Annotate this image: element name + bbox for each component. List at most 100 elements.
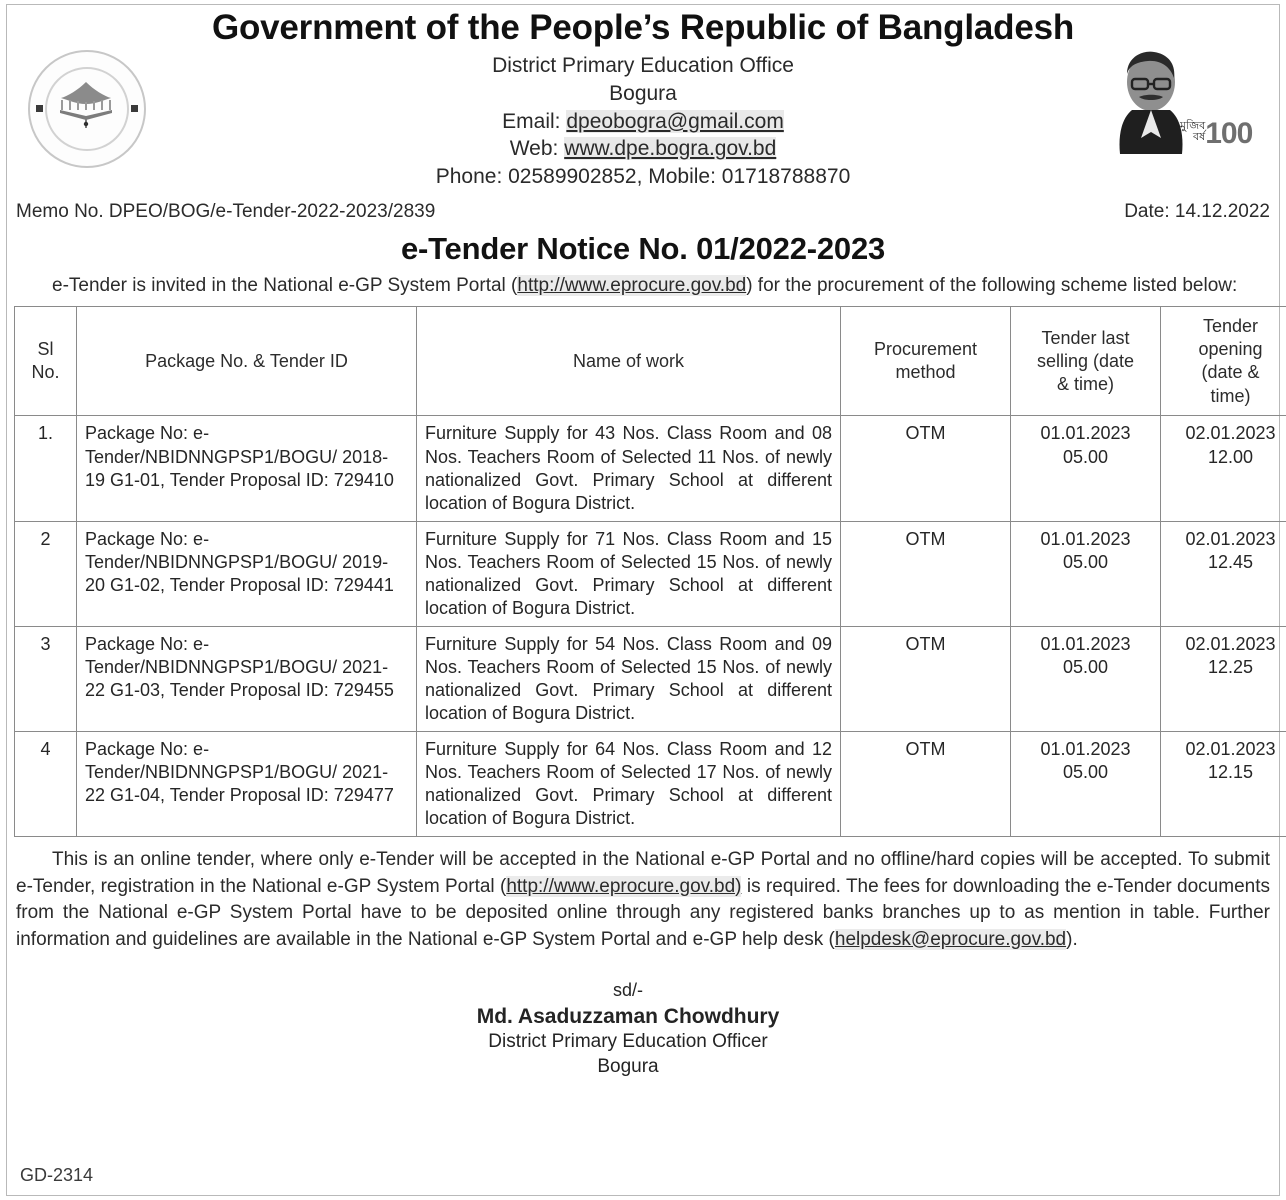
web-value[interactable]: www.dpe.bogra.gov.bd	[564, 137, 777, 161]
cell-method: OTM	[840, 730, 1011, 837]
cell-package: Package No: e-Tender/NBIDNNGPSP1/BOGU/ 2…	[76, 520, 417, 627]
col-header-method-line2: method	[895, 362, 956, 383]
cell-opening-time: 12.25	[1207, 656, 1254, 677]
cell-selling-time: 05.00	[1062, 446, 1109, 467]
cell-opening-time: 12.15	[1207, 761, 1254, 782]
cell-work: Furniture Supply for 64 Nos. Class Room …	[416, 730, 841, 837]
col-header-opening-line4: time)	[1210, 385, 1251, 406]
web-label: Web:	[509, 137, 559, 161]
col-header-opening-line1: Tender	[1202, 316, 1259, 337]
cell-opening: 02.01.2023 12.45	[1160, 520, 1286, 627]
cell-sl: 3	[14, 625, 77, 732]
gd-number: GD-2314	[20, 1165, 94, 1185]
col-header-method: Procurement method	[840, 306, 1011, 417]
cell-sl: 1.	[14, 415, 77, 522]
document-header: মুজিব বর্ষ 100 Government of the People’…	[14, 0, 1272, 191]
col-header-selling: Tender last selling (date & time)	[1010, 306, 1161, 417]
notice-title: e-Tender Notice No. 01/2022-2023	[400, 230, 886, 266]
cell-work: Furniture Supply for 43 Nos. Class Room …	[416, 415, 841, 522]
cell-selling-date: 01.01.2023	[1040, 633, 1131, 654]
memo-date: Date: 14.12.2022	[1124, 200, 1270, 222]
col-header-opening-line3: (date &	[1201, 362, 1260, 383]
col-header-package: Package No. & Tender ID	[76, 306, 417, 417]
col-header-selling-line3: & time)	[1056, 374, 1114, 394]
signature-block: sd/- Md. Asaduzzaman Chowdhury District …	[14, 979, 1272, 1079]
col-header-opening-line2: opening	[1198, 339, 1263, 360]
intro-paragraph: e-Tender is invited in the National e-GP…	[16, 273, 1270, 299]
cell-work: Furniture Supply for 71 Nos. Class Room …	[416, 520, 841, 627]
office-name: District Primary Education Office	[492, 54, 794, 78]
table-row: 4 Package No: e-Tender/NBIDNNGPSP1/BOGU/…	[14, 730, 1286, 837]
email-value[interactable]: dpeobogra@gmail.com	[566, 109, 784, 133]
col-header-selling-line2: selling (date	[1036, 350, 1135, 371]
bangladesh-government-emblem-icon	[28, 50, 146, 168]
signatory-designation: District Primary Education Officer	[488, 1031, 768, 1053]
mujib-badge-bn: মুজিব	[1180, 119, 1206, 132]
memo-row: Memo No. DPEO/BOG/e-Tender-2022-2023/283…	[14, 201, 1272, 223]
intro-text-after: ) for the procurement of the following s…	[746, 274, 1238, 296]
office-web-line: Web: www.dpe.bogra.gov.bd	[14, 135, 1272, 163]
footer-note: This is an online tender, where only e-T…	[16, 847, 1270, 953]
cell-opening-time: 12.45	[1207, 551, 1254, 572]
col-header-selling-line1: Tender last	[1041, 327, 1130, 348]
cell-sl: 4	[14, 730, 77, 837]
tender-table: Sl No. Package No. & Tender ID Name of w…	[14, 306, 1286, 837]
cell-selling: 01.01.2023 05.00	[1010, 730, 1161, 837]
table-row: 3 Package No: e-Tender/NBIDNNGPSP1/BOGU/…	[14, 625, 1286, 732]
intro-text-before: e-Tender is invited in the National e-GP…	[52, 274, 518, 296]
cell-method: OTM	[840, 625, 1011, 732]
gov-title: Government of the People’s Republic of B…	[211, 8, 1075, 47]
cell-sl: 2	[14, 520, 77, 627]
cell-opening: 02.01.2023 12.00	[1160, 415, 1286, 522]
cell-work: Furniture Supply for 54 Nos. Class Room …	[416, 625, 841, 732]
col-header-opening: Tender opening (date & time)	[1160, 306, 1286, 417]
cell-package: Package No: e-Tender/NBIDNNGPSP1/BOGU/ 2…	[76, 625, 417, 732]
cell-opening-date: 02.01.2023	[1185, 633, 1276, 654]
signature-sd: sd/-	[612, 980, 643, 1001]
cell-selling-time: 05.00	[1062, 656, 1109, 677]
note-text-3: ).	[1066, 928, 1078, 950]
cell-opening-time: 12.00	[1207, 446, 1254, 467]
note-text-2: is required. The fees for downloading th…	[16, 875, 1270, 950]
cell-selling: 01.01.2023 05.00	[1010, 520, 1161, 627]
cell-selling: 01.01.2023 05.00	[1010, 415, 1161, 522]
office-district: Bogura	[609, 81, 677, 105]
cell-opening-date: 02.01.2023	[1185, 423, 1276, 444]
memo-number: Memo No. DPEO/BOG/e-Tender-2022-2023/283…	[16, 200, 436, 222]
cell-opening-date: 02.01.2023	[1185, 738, 1276, 759]
cell-method: OTM	[840, 415, 1011, 522]
mujib-badge-bn2: বর্ষ	[1193, 131, 1206, 144]
cell-opening: 02.01.2023 12.25	[1160, 625, 1286, 732]
table-row: 2 Package No: e-Tender/NBIDNNGPSP1/BOGU/…	[14, 520, 1286, 627]
mujib-badge-number: 100	[1205, 116, 1253, 150]
cell-selling-date: 01.01.2023	[1040, 738, 1131, 759]
cell-selling-date: 01.01.2023	[1040, 423, 1131, 444]
cell-opening: 02.01.2023 12.15	[1160, 730, 1286, 837]
signatory-place: Bogura	[597, 1055, 659, 1077]
email-label: Email:	[502, 109, 561, 133]
cell-selling-date: 01.01.2023	[1040, 528, 1131, 549]
col-header-method-line1: Procurement	[873, 339, 978, 360]
col-header-sl-line2: No.	[31, 362, 60, 383]
office-phone-line: Phone: 02589902852, Mobile: 01718788870	[435, 165, 851, 189]
note-text-1: This is an online tender, where only e-T…	[16, 848, 1270, 897]
mujib-100-badge: মুজিব বর্ষ 100	[1180, 100, 1256, 150]
mujib-borsho-logo: মুজিব বর্ষ 100	[1098, 46, 1258, 164]
cell-package: Package No: e-Tender/NBIDNNGPSP1/BOGU/ 2…	[76, 730, 417, 837]
signatory-name: Md. Asaduzzaman Chowdhury	[476, 1004, 780, 1028]
col-header-sl-line1: Sl	[37, 339, 54, 360]
helpdesk-email-link[interactable]: helpdesk@eprocure.gov.bd	[834, 928, 1067, 950]
cell-selling-time: 05.00	[1062, 761, 1109, 782]
cell-method: OTM	[840, 520, 1011, 627]
cell-opening-date: 02.01.2023	[1185, 528, 1276, 549]
eprocure-portal-link[interactable]: http://www.eprocure.gov.bd	[517, 274, 747, 296]
cell-package: Package No: e-Tender/NBIDNNGPSP1/BOGU/ 2…	[76, 415, 417, 522]
table-row: 1. Package No: e-Tender/NBIDNNGPSP1/BOGU…	[14, 415, 1286, 522]
cell-selling-time: 05.00	[1062, 551, 1109, 572]
col-header-sl: Sl No.	[14, 306, 77, 417]
table-header-row: Sl No. Package No. & Tender ID Name of w…	[14, 306, 1286, 417]
office-email-line: Email: dpeobogra@gmail.com	[14, 108, 1272, 136]
eprocure-portal-link-2[interactable]: http://www.eprocure.gov.bd)	[506, 875, 742, 897]
col-header-work: Name of work	[416, 306, 841, 417]
